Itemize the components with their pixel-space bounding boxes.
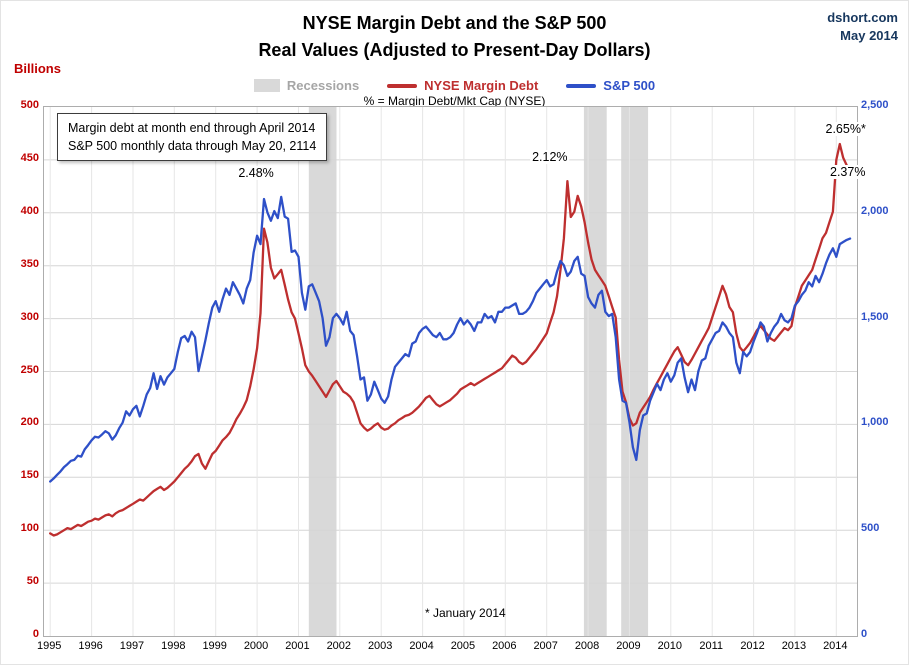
chart-canvas <box>44 107 857 636</box>
y-axis-right-tick: 1,500 <box>861 310 889 323</box>
y-axis-right-tick: 0 <box>861 628 868 640</box>
chart-annotation: 2.37% <box>827 164 868 179</box>
y-axis-right-tick: 1,000 <box>861 416 889 429</box>
y-axis-left-tick: 100 <box>20 522 39 535</box>
chart-annotation: 2.12% <box>530 149 570 164</box>
x-axis-tick: 2012 <box>740 640 765 652</box>
x-axis-tick: 1997 <box>119 640 145 652</box>
x-axis-tick: 2007 <box>533 640 558 652</box>
note-box: Margin debt at month end through April 2… <box>57 113 328 161</box>
x-axis-tick: 2002 <box>326 640 352 652</box>
note-line2: S&P 500 monthly data through May 20, 211… <box>68 139 317 153</box>
legend-item-recessions: Recessions <box>253 78 360 93</box>
chart-annotation: 2.65%* <box>823 122 868 137</box>
x-axis-tick: 2003 <box>367 640 393 652</box>
y-axis-left-tick: 450 <box>20 151 39 164</box>
plot-area <box>43 106 858 637</box>
chart-title: NYSE Margin Debt and the S&P 500 Real Va… <box>1 10 908 64</box>
left-axis-title: Billions <box>14 61 61 76</box>
x-axis-tick: 2011 <box>699 640 724 652</box>
y-axis-left-tick: 250 <box>20 363 39 376</box>
y-axis-right-tick: 500 <box>861 522 880 535</box>
y-axis-right-tick: 2,000 <box>861 204 889 217</box>
y-axis-right-tick: 2,500 <box>861 99 889 111</box>
chart-title-line1: NYSE Margin Debt and the S&P 500 <box>302 13 607 33</box>
brand-site: dshort.com <box>827 10 898 25</box>
x-axis-tick: 2005 <box>450 640 476 652</box>
chart-subtitle: % = Margin Debt/Mkt Cap (NYSE) <box>363 94 546 108</box>
x-axis-tick: 2000 <box>243 640 269 652</box>
recession-swatch <box>253 79 280 92</box>
x-axis-tick: 2001 <box>285 640 310 652</box>
sp500-line-swatch <box>566 83 597 88</box>
series-line-sp500 <box>49 195 852 483</box>
series-line-margin-debt <box>49 142 848 537</box>
chart-annotation: 2.48% <box>236 165 276 180</box>
y-axis-left-tick: 500 <box>20 99 39 111</box>
x-axis-tick: 2004 <box>409 640 434 652</box>
legend-sp500-label: S&P 500 <box>603 78 656 93</box>
y-axis-left-tick: 400 <box>20 204 39 217</box>
x-axis-tick: 1998 <box>161 640 186 652</box>
y-axis-left-tick: 150 <box>20 469 39 482</box>
x-axis-tick: 1999 <box>202 640 227 652</box>
y-axis-left-tick: 0 <box>32 628 39 640</box>
x-axis-tick: 2009 <box>616 640 641 652</box>
x-axis-tick: 2006 <box>492 640 517 652</box>
y-axis-left-tick: 300 <box>20 310 39 323</box>
y-axis-left-tick: 350 <box>20 257 39 270</box>
brand-date: May 2014 <box>840 28 898 43</box>
chart-title-line2: Real Values (Adjusted to Present-Day Dol… <box>258 40 651 60</box>
brand: dshort.com May 2014 <box>827 9 898 45</box>
y-axis-left-tick: 200 <box>20 416 39 429</box>
note-line1: Margin debt at month end through April 2… <box>68 121 316 135</box>
x-axis-tick: 2010 <box>657 640 683 652</box>
x-axis-tick: 2013 <box>781 640 807 652</box>
y-axis-left-tick: 50 <box>26 575 39 588</box>
legend-margin-debt-label: NYSE Margin Debt <box>424 78 539 93</box>
asterisk-footnote: * January 2014 <box>425 606 506 620</box>
x-axis-tick: 1996 <box>78 640 103 652</box>
legend: Recessions NYSE Margin Debt S&P 500 <box>1 78 908 93</box>
legend-item-margin-debt: NYSE Margin Debt <box>387 78 538 93</box>
legend-item-sp500: S&P 500 <box>566 78 655 93</box>
x-axis-tick: 1995 <box>36 640 62 652</box>
legend-recessions-label: Recessions <box>286 78 360 93</box>
x-axis-tick: 2014 <box>823 640 848 652</box>
x-axis-tick: 2008 <box>574 640 600 652</box>
margin-debt-line-swatch <box>387 83 418 88</box>
